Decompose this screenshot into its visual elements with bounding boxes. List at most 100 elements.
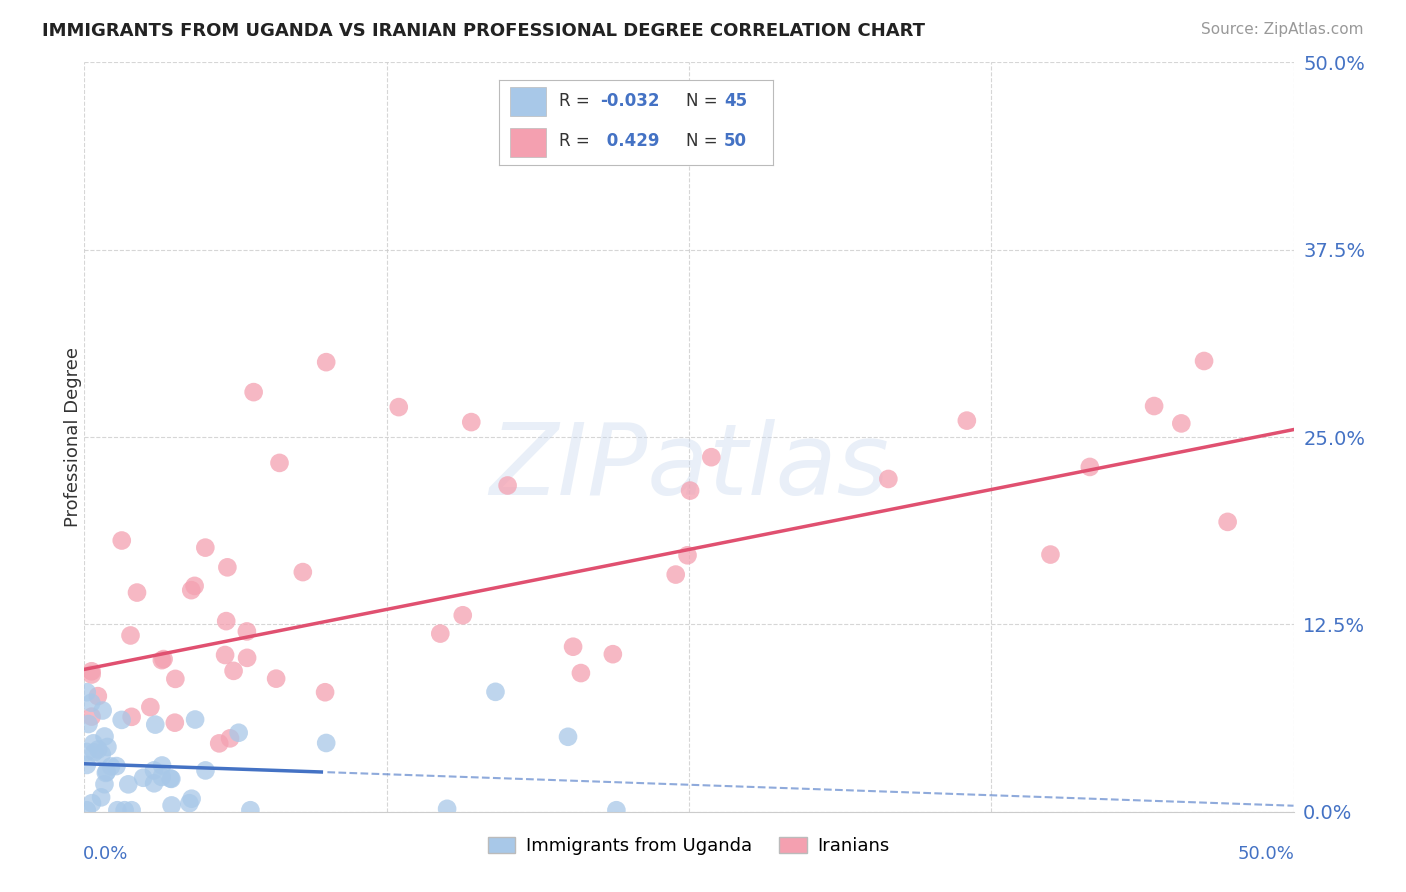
Point [111, 713, 134, 727]
Point [291, 565, 314, 579]
Point [314, 685, 336, 699]
Point [96, 764, 118, 779]
Point [96, 739, 118, 754]
Point [160, 772, 183, 786]
Point [1039, 548, 1062, 562]
Point [143, 717, 166, 731]
Point [679, 483, 702, 498]
Point [208, 736, 231, 750]
Point [117, 777, 139, 791]
Point [1170, 417, 1192, 431]
Point [484, 685, 506, 699]
Point [219, 731, 242, 746]
Point [90, 790, 112, 805]
Point [80, 709, 103, 723]
Point [132, 771, 155, 785]
Text: 45: 45 [724, 92, 747, 110]
Point [150, 770, 173, 784]
Point [125, 585, 148, 599]
Point [80, 696, 103, 710]
Point [76, 758, 98, 772]
Point [676, 549, 699, 563]
Point [315, 736, 337, 750]
Point [114, 803, 136, 817]
Point [77, 717, 100, 731]
Y-axis label: Professional Degree: Professional Degree [65, 347, 82, 527]
Text: 0.0%: 0.0% [83, 846, 128, 863]
Point [80, 667, 103, 681]
Point [215, 614, 238, 628]
Point [228, 725, 250, 739]
Point [460, 415, 482, 429]
Text: R =: R = [560, 92, 596, 110]
FancyBboxPatch shape [510, 128, 546, 157]
Point [139, 700, 162, 714]
Text: IMMIGRANTS FROM UGANDA VS IRANIAN PROFESSIONAL DEGREE CORRELATION CHART: IMMIGRANTS FROM UGANDA VS IRANIAN PROFES… [42, 22, 925, 40]
Point [194, 764, 217, 778]
Point [179, 796, 201, 810]
Point [569, 666, 592, 681]
Point [150, 653, 173, 667]
Point [87, 689, 110, 703]
Legend: Immigrants from Uganda, Iranians: Immigrants from Uganda, Iranians [481, 830, 897, 863]
Point [264, 672, 287, 686]
Point [436, 802, 458, 816]
Point [160, 798, 183, 813]
Point [877, 472, 900, 486]
Point [180, 791, 202, 805]
Point [76, 685, 98, 699]
Point [557, 730, 579, 744]
Point [1143, 399, 1166, 413]
Point [217, 560, 239, 574]
Point [956, 414, 979, 428]
Point [388, 400, 411, 414]
Point [120, 628, 142, 642]
Point [143, 764, 166, 778]
Point [605, 803, 627, 817]
Point [194, 541, 217, 555]
Point [87, 742, 110, 756]
Text: ZIPatlas: ZIPatlas [489, 418, 889, 516]
Point [451, 608, 474, 623]
Point [105, 803, 128, 817]
Point [239, 803, 262, 817]
Point [1216, 515, 1239, 529]
Point [121, 710, 143, 724]
Point [700, 450, 723, 465]
Point [429, 626, 451, 640]
Point [94, 765, 117, 780]
Point [562, 640, 585, 654]
Point [83, 745, 105, 759]
Point [236, 624, 259, 639]
Point [91, 704, 114, 718]
Point [1192, 354, 1215, 368]
Point [111, 533, 134, 548]
Point [76, 745, 98, 759]
Text: 50: 50 [724, 132, 747, 150]
Point [180, 583, 202, 598]
Point [90, 747, 112, 762]
Point [121, 803, 143, 817]
Point [1078, 459, 1101, 474]
Point [159, 772, 181, 786]
Text: 0.429: 0.429 [600, 132, 659, 150]
Point [269, 456, 291, 470]
Point [163, 715, 186, 730]
Text: -0.032: -0.032 [600, 92, 659, 110]
Text: Source: ZipAtlas.com: Source: ZipAtlas.com [1201, 22, 1364, 37]
Point [105, 759, 128, 773]
Point [76, 803, 98, 817]
Point [242, 385, 264, 400]
Point [150, 758, 173, 772]
Point [496, 478, 519, 492]
Point [315, 355, 337, 369]
Point [100, 759, 122, 773]
Text: N =: N = [686, 92, 723, 110]
Point [152, 652, 174, 666]
Point [602, 647, 624, 661]
FancyBboxPatch shape [510, 87, 546, 116]
Point [665, 567, 688, 582]
Point [143, 776, 166, 790]
Point [222, 664, 245, 678]
Point [93, 777, 115, 791]
